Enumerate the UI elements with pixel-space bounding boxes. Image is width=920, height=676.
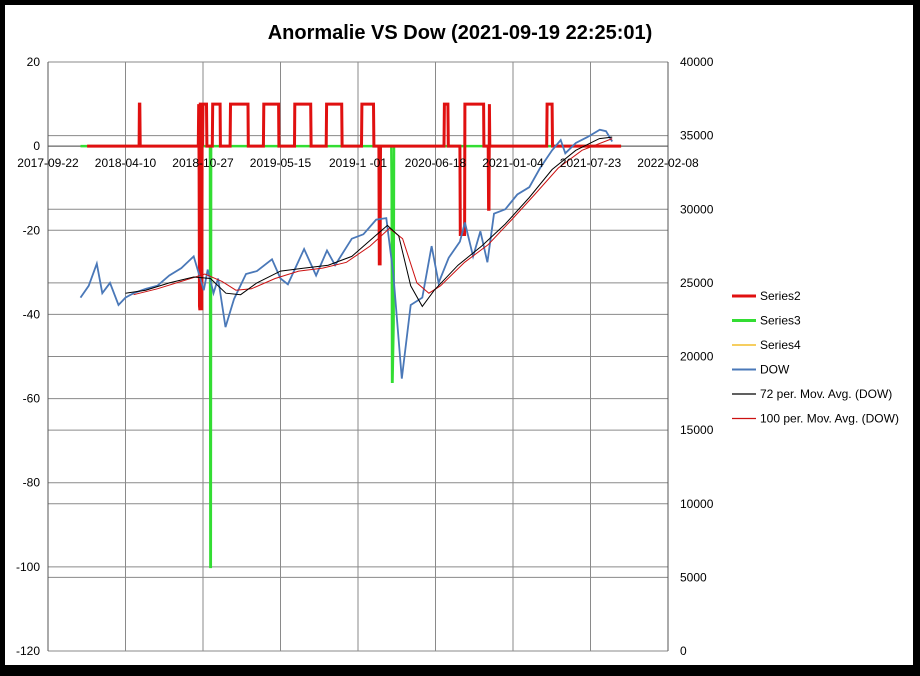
series-line-72-per-mov-avg-dow [125,136,613,308]
series-line-dow [79,128,613,379]
legend-label-series4: Series4 [760,338,801,352]
gridlines [48,61,668,652]
y-right-tick-label: 0 [680,644,687,658]
y-left-tick-label: 20 [27,55,41,69]
x-tick-label: 2019-1 -01 [329,156,387,170]
series-line-series3 [80,144,622,569]
tick-labels: 20 0 -20 -40 -60 -80 -100 -120 40000 35000 30000 25… [16,55,714,658]
y-left-tick-label: -80 [23,476,41,490]
chart-area [5,5,913,665]
y-right-tick-label: 30000 [680,202,714,216]
x-tick-label: 2018-04-10 [95,156,157,170]
y-left-tick-label: -120 [16,644,40,658]
y-right-tick-label: 5000 [680,570,707,584]
legend-label-72-per-mov-avg-dow: 72 per. Mov. Avg. (DOW) [760,387,892,401]
x-tick-label: 2020-06-18 [405,156,467,170]
series-layer [79,102,622,569]
legend-label-dow: DOW [760,363,790,377]
legend: Series2 Series3 Series4 DOW 72 per. Mov. Avg… [732,289,899,426]
y-right-tick-label: 40000 [680,55,714,69]
y-right-tick-label: 20000 [680,350,714,364]
legend-label-series3: Series3 [760,314,801,328]
legend-label-series2: Series2 [760,289,801,303]
x-tick-label: 2021-01-04 [482,156,544,170]
series-line-series2 [87,102,622,311]
y-right-tick-label: 10000 [680,497,714,511]
x-tick-label: 2021-07-23 [560,156,622,170]
y-left-tick-label: -40 [23,307,41,321]
y-left-tick-label: -60 [23,392,41,406]
y-left-tick-label: -100 [16,560,40,574]
legend-label-100-per-mov-avg-dow: 100 per. Mov. Avg. (DOW) [760,412,899,426]
x-tick-label: 2022-02-08 [637,156,699,170]
y-left-tick-label: 0 [33,139,40,153]
x-tick-label: 2018-10-27 [172,156,234,170]
x-tick-label: 2017-09-22 [17,156,79,170]
y-right-tick-label: 25000 [680,276,714,290]
y-right-tick-label: 15000 [680,423,714,437]
x-tick-label: 2019-05-15 [250,156,312,170]
series-line-100-per-mov-avg-dow [133,138,613,296]
y-right-tick-label: 35000 [680,129,714,143]
y-left-tick-label: -20 [23,223,41,237]
chart-title: Anormalie VS Dow (2021-09-19 22:25:01) [268,22,653,44]
